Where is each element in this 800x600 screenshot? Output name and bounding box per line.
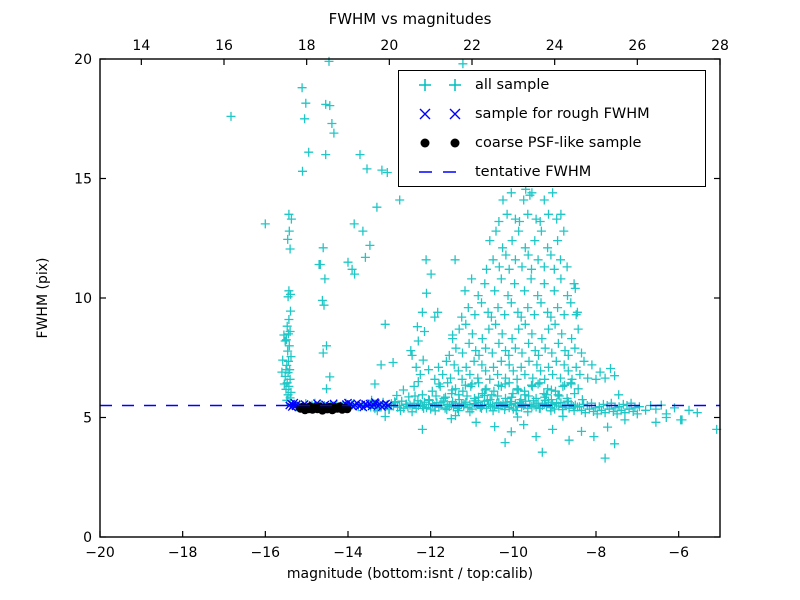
dash-icon — [419, 170, 463, 173]
tick-label: −20 — [85, 545, 115, 561]
tick-label: 5 — [83, 411, 92, 427]
tick-label: 26 — [628, 38, 646, 54]
dot-icon — [420, 138, 460, 148]
plot-area: −20 −18 −16 −14 −12 −10 −8 −6 14 16 18 20 22 24 26 28 0 5… — [74, 38, 729, 561]
x-axis-label: magnitude (bottom:isnt / top:calib) — [287, 566, 533, 582]
legend-item-psf-sample: coarse PSF-like sample — [399, 130, 705, 156]
tick-label: 24 — [546, 38, 564, 54]
tick-label: 15 — [74, 172, 92, 188]
tick-label: 16 — [215, 38, 233, 54]
legend-label: coarse PSF-like sample — [475, 134, 642, 151]
tick-label: 22 — [463, 38, 481, 54]
tick-label: 20 — [380, 38, 398, 54]
cross-icon — [419, 108, 461, 120]
plus-icon — [419, 79, 461, 92]
legend-item-rough-fwhm: sample for rough FWHM — [399, 101, 705, 127]
tick-label: 10 — [74, 291, 92, 307]
x-axis-top-ticklabels: 14 16 18 20 22 24 26 28 — [132, 38, 728, 54]
legend-label: tentative FWHM — [475, 163, 592, 180]
tick-label: −6 — [668, 545, 689, 561]
x-axis-bottom-ticklabels: −20 −18 −16 −14 −12 −10 −8 −6 — [85, 545, 689, 561]
y-axis-ticklabels: 0 5 10 15 20 — [74, 52, 92, 546]
tick-label: −16 — [251, 545, 281, 561]
y-axis-label: FWHM (pix) — [35, 258, 51, 339]
tick-label: 20 — [74, 52, 92, 68]
tick-label: −12 — [416, 545, 446, 561]
tick-label: 18 — [298, 38, 316, 54]
legend-label: all sample — [475, 77, 550, 94]
tick-label: −8 — [586, 545, 607, 561]
legend-box: all sample sample for rough FWHM coarse … — [398, 70, 706, 187]
scatter-dot — [296, 402, 352, 415]
chart-title: FWHM vs magnitudes — [329, 10, 492, 28]
legend-item-tentative-fwhm: tentative FWHM — [399, 159, 705, 185]
legend-item-all-sample: all sample — [399, 72, 705, 98]
axis-ticks — [99, 58, 721, 538]
legend-label: sample for rough FWHM — [475, 106, 650, 123]
tick-label: 0 — [83, 530, 92, 546]
tick-label: 14 — [132, 38, 150, 54]
tick-label: −18 — [168, 545, 198, 561]
tick-label: −10 — [499, 545, 529, 561]
tick-label: −14 — [333, 545, 363, 561]
tick-label: 28 — [711, 38, 729, 54]
